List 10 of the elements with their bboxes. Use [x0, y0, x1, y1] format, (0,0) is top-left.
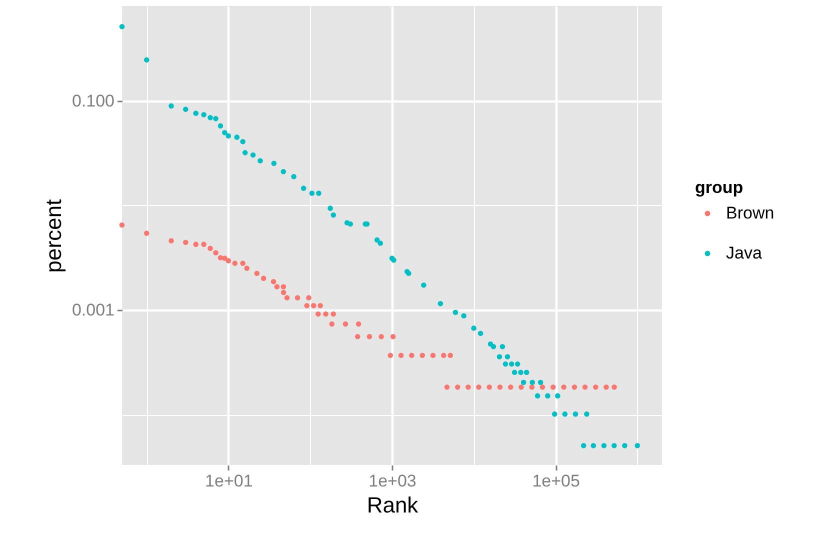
legend-label: Java: [726, 244, 762, 262]
x-tick-label: 1e+05: [532, 472, 580, 490]
y-axis-title: percent: [40, 199, 66, 273]
x-tick-label: 1e+01: [205, 472, 253, 490]
y-tick-label: 0.001: [72, 300, 114, 320]
x-axis-title: Rank: [366, 492, 420, 518]
legend-title: group: [695, 178, 744, 197]
legend-label: Brown: [726, 204, 774, 222]
x-tick-label: 1e+03: [368, 472, 416, 490]
y-tick-label: 0.100: [72, 91, 114, 110]
